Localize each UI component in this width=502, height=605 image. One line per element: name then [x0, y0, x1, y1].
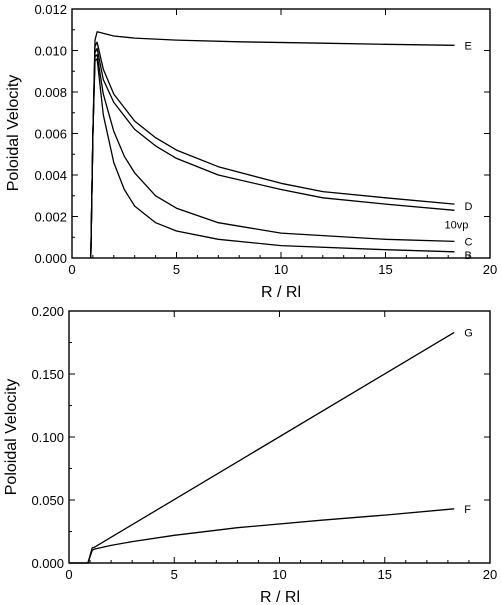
bottom-chart-series-label: F	[464, 504, 471, 516]
bottom-chart-y-tick-label: 0.050	[31, 493, 64, 508]
bottom-chart-x-tick-label: 20	[483, 567, 497, 582]
top-chart-frame	[71, 8, 491, 259]
top-chart-series-e-line	[90, 31, 455, 259]
top-chart: 0 5 10 15 20 0.000 0.002 0.004 0.006 0.008 0.010 0.…	[5, 2, 497, 301]
top-chart-x-tick-label: 5	[173, 262, 180, 277]
top-chart-series-label: E	[464, 40, 471, 52]
top-chart-series-b-line	[90, 58, 455, 259]
top-chart-series-c-line	[90, 54, 455, 259]
top-chart-x-tick-label: 15	[378, 262, 392, 277]
top-chart-y-axis-title: Poloidal Velocity	[5, 75, 22, 192]
bottom-chart-series-g-line	[69, 331, 455, 564]
top-chart-y-tick-label: 0.000	[34, 251, 67, 266]
top-chart-x-tick-label: 0	[68, 262, 75, 277]
top-chart-y-tick-label: 0.010	[34, 44, 67, 59]
top-chart-ticks: 0 5 10 15 20 0.000 0.002 0.004 0.006 0.008 0.010 0.…	[34, 2, 497, 277]
bottom-chart-ticks: 0 5 10 15 20 0.000 0.050 0.100 0.150 0.200	[31, 304, 497, 582]
bottom-chart-x-tick-label: 15	[378, 567, 392, 582]
top-chart-series-label: B	[464, 250, 471, 262]
bottom-chart-y-tick-label: 0.100	[31, 430, 64, 445]
bottom-chart-y-tick-label: 0.150	[31, 367, 64, 382]
top-chart-series-d-line	[90, 41, 455, 259]
bottom-chart-x-tick-label: 0	[65, 567, 72, 582]
top-chart-x-tick-label: 20	[483, 262, 497, 277]
top-chart-curves: E D 10vp CB	[90, 31, 472, 262]
top-chart-x-tick-label: 10	[274, 262, 288, 277]
bottom-chart-x-axis-title: R / Rl	[260, 589, 300, 605]
top-chart-y-tick-label: 0.004	[34, 168, 67, 183]
top-chart-y-tick-label: 0.002	[34, 210, 67, 225]
top-chart-series-label: D	[464, 201, 472, 213]
top-chart-series-label: 10vp	[444, 219, 468, 231]
bottom-chart-curves: GF	[69, 327, 473, 564]
top-chart-y-tick-label: 0.012	[34, 2, 67, 17]
bottom-chart-x-tick-label: 5	[171, 567, 178, 582]
bottom-chart-y-tick-label: 0.000	[31, 556, 64, 571]
bottom-chart-y-axis-title: Poloidal Velocity	[3, 379, 20, 496]
top-chart-y-tick-label: 0.006	[34, 127, 67, 142]
top-chart-y-tick-label: 0.008	[34, 85, 67, 100]
top-chart-series-10vp-line	[90, 47, 455, 259]
bottom-chart-y-tick-label: 0.200	[31, 304, 64, 319]
bottom-chart-x-tick-label: 10	[272, 567, 286, 582]
top-chart-series-label: C	[464, 236, 472, 248]
bottom-chart-series-label: G	[464, 327, 473, 339]
top-chart-x-axis-title: R / Rl	[261, 284, 301, 301]
bottom-chart-series-f-line	[69, 508, 455, 564]
